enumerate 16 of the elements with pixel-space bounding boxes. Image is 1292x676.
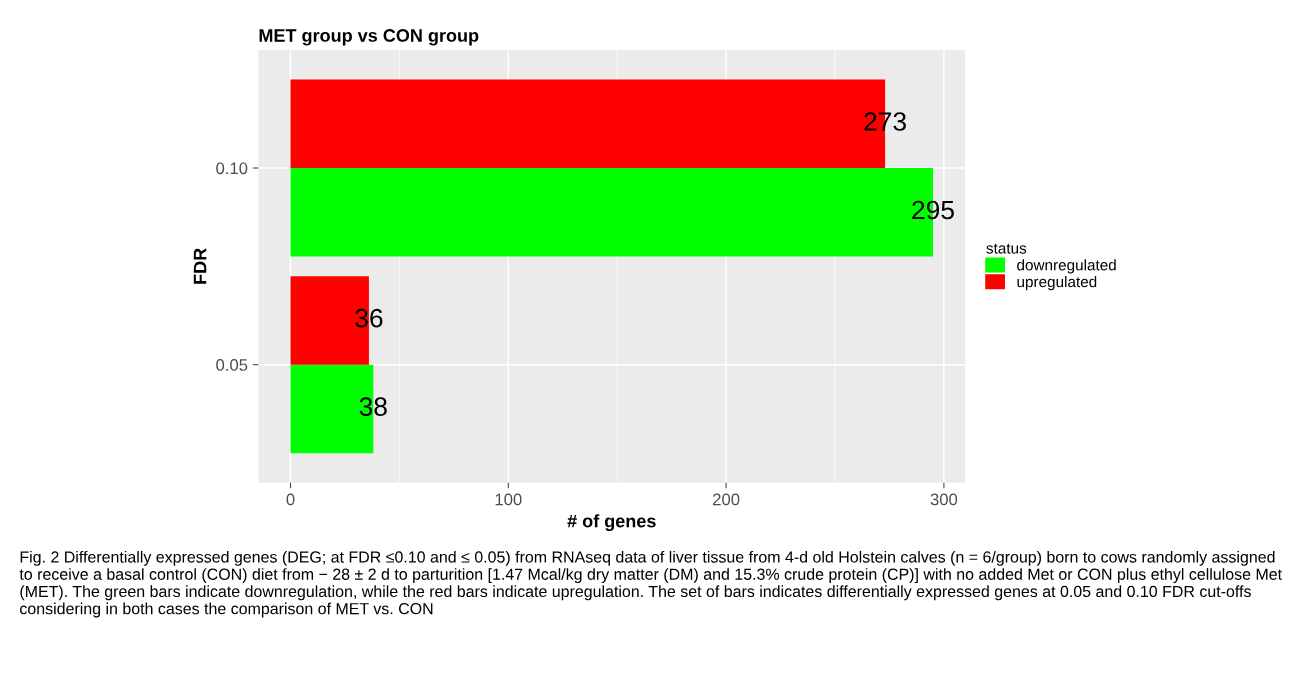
x-axis-title: # of genes — [567, 514, 656, 532]
y-axis-title: FDR — [193, 248, 207, 284]
data-label: 273 — [864, 112, 906, 131]
y-tick-label: 0.10 — [216, 162, 248, 175]
data-label: 36 — [355, 308, 383, 328]
y-tick-label: 0.05 — [216, 359, 248, 371]
caption: Fig. 2 Differentially expressed genes (DEG; at FDR ≤0.10 and ≤ 0.05) from RNAseq data of liver tissue from 4-d old Holstein calves (n = 6/group) born to cows randomly assigned to receive a basal control (CON) diet from − 28 ± 2 d to parturition [1.47 Mcal/kg dry matter (DM) and 15.3% crude protein (CP)] with no added Met or CON plus ethyl cellulose Met (MET). The green bars indicate downregulation, while the red bars indicate upregulation. The set of bars indicates differentially expressed genes at 0.05 and 0.10 FDR cut-offs considering in both cases the comparison of MET vs. CON — [19, 550, 1282, 618]
x-tick-label: 0 — [286, 493, 295, 506]
x-tick-label: 100 — [495, 493, 522, 506]
legend-label: downregulated — [1017, 259, 1116, 274]
x-tick-label: 300 — [930, 493, 958, 506]
legend-title: status — [986, 243, 1027, 254]
legend-label: upregulated — [1017, 275, 1097, 291]
data-label: 295 — [912, 200, 954, 220]
x-tick-label: 200 — [713, 493, 740, 506]
chart-title: MET group vs CON group — [259, 29, 479, 46]
